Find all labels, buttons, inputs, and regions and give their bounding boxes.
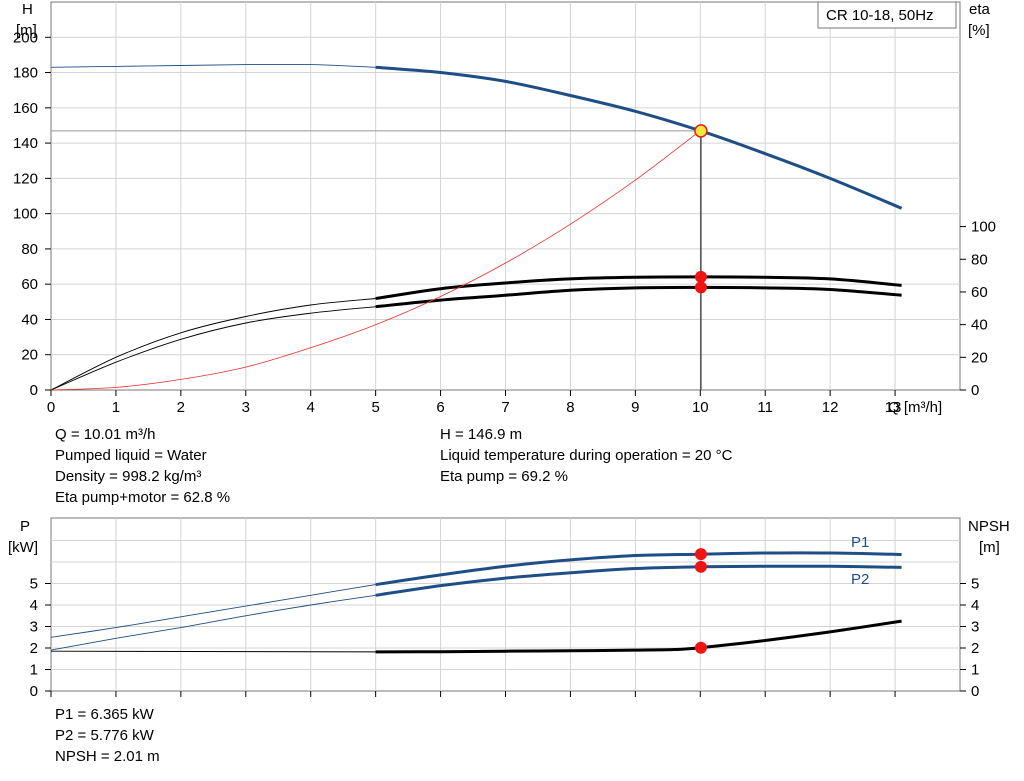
top-x-tick-label: 6 xyxy=(436,399,444,416)
info-top-left: Q = 10.01 m³/h Pumped liquid = Water Den… xyxy=(55,424,230,508)
p1-series-label: P1 xyxy=(851,534,869,551)
top-x-tick-label: 10 xyxy=(692,399,709,416)
top-right-axis-unit: [%] xyxy=(968,22,990,39)
eta-total-curve-thin xyxy=(50,306,376,391)
bottom-right-axis-label: NPSH xyxy=(968,518,1010,535)
info-bottom: P1 = 6.365 kW P2 = 5.776 kW NPSH = 2.01 … xyxy=(55,704,160,767)
top-x-tick-label: 1 xyxy=(112,399,120,416)
p1-curve-thick xyxy=(375,551,902,587)
chart-title: CR 10-18, 50Hz xyxy=(826,7,934,24)
top-x-tick-label: 5 xyxy=(371,399,379,416)
top-left-tick-label: 60 xyxy=(21,276,38,293)
top-x-tick-label: 4 xyxy=(307,399,315,416)
top-left-tick-label: 40 xyxy=(21,311,38,328)
top-x-tick-label: 9 xyxy=(631,399,639,416)
top-left-tick-label: 160 xyxy=(13,100,38,117)
top-left-tick-label: 180 xyxy=(13,65,38,82)
duty-point-marker xyxy=(694,124,708,138)
top-x-tick-label: 8 xyxy=(566,399,574,416)
npsh-curve-thin xyxy=(50,650,376,653)
info-pumped-liquid: Pumped liquid = Water xyxy=(55,447,207,464)
head-curve-thin xyxy=(50,63,376,68)
bottom-right-tick-label: 3 xyxy=(971,619,979,636)
p1-duty-marker xyxy=(694,548,707,561)
info-eta-pump: Eta pump = 69.2 % xyxy=(440,468,568,485)
info-top-right: H = 146.9 m Liquid temperature during op… xyxy=(440,424,732,487)
top-x-tick-label: 12 xyxy=(822,399,839,416)
top-x-tick-label: 2 xyxy=(177,399,185,416)
info-p2: P2 = 5.776 kW xyxy=(55,727,154,744)
top-x-axis-label: Q [m³/h] xyxy=(888,399,942,416)
bottom-left-axis-unit: [kW] xyxy=(8,539,38,556)
bottom-right-tick-label: 2 xyxy=(971,640,979,657)
system-curve xyxy=(50,130,701,391)
top-x-tick-label: 3 xyxy=(242,399,250,416)
bottom-right-tick-label: 0 xyxy=(971,683,979,700)
info-eta-pump-motor: Eta pump+motor = 62.8 % xyxy=(55,489,231,506)
bottom-left-axis-label: P xyxy=(20,518,30,535)
bottom-right-tick-label: 1 xyxy=(971,662,979,679)
top-left-tick-label: 80 xyxy=(21,241,38,258)
info-p1: P1 = 6.365 kW xyxy=(55,706,154,723)
bottom-left-tick-label: 2 xyxy=(30,640,38,657)
eta-total-curve-thick xyxy=(375,285,902,309)
bottom-left-tick-label: 5 xyxy=(30,576,38,593)
eta-total-duty-marker xyxy=(694,281,707,294)
bottom-right-tick-label: 5 xyxy=(971,576,979,593)
info-density: Density = 998.2 kg/m³ xyxy=(55,468,202,485)
top-left-axis-unit: [m] xyxy=(16,22,37,39)
top-x-tick-label: 7 xyxy=(501,399,509,416)
top-right-tick-label: 20 xyxy=(971,349,988,366)
chart-title-box xyxy=(817,1,957,29)
eta-pump-curve-thin xyxy=(50,298,376,391)
info-flow: Q = 10.01 m³/h xyxy=(55,426,156,443)
top-right-tick-label: 80 xyxy=(971,251,988,268)
eta-pump-duty-marker xyxy=(694,270,707,283)
top-x-tick-label: 11 xyxy=(757,399,773,416)
top-left-tick-label: 0 xyxy=(30,382,38,399)
p2-curve-thin xyxy=(50,594,376,651)
top-right-tick-label: 40 xyxy=(971,317,988,334)
bottom-left-tick-label: 1 xyxy=(30,662,38,679)
top-right-axis-label: eta xyxy=(969,1,991,18)
p1-curve-thin xyxy=(50,584,376,638)
p2-duty-marker xyxy=(694,560,707,573)
npsh-duty-marker xyxy=(694,641,707,654)
top-left-axis-label: H xyxy=(22,1,33,18)
top-left-tick-label: 20 xyxy=(21,347,38,364)
top-left-tick-label: 120 xyxy=(13,170,38,187)
top-right-tick-label: 0 xyxy=(971,382,979,399)
top-right-tick-label: 60 xyxy=(971,284,988,301)
bottom-left-tick-label: 0 xyxy=(30,683,38,700)
top-left-tick-label: 100 xyxy=(13,206,38,223)
info-npsh: NPSH = 2.01 m xyxy=(55,748,160,765)
npsh-curve-thick xyxy=(375,619,902,654)
bottom-right-tick-label: 4 xyxy=(971,597,979,614)
top-x-tick-label: 13 xyxy=(885,399,902,416)
bottom-left-tick-label: 4 xyxy=(30,597,38,614)
top-left-tick-label: 200 xyxy=(13,29,38,46)
bottom-left-tick-label: 3 xyxy=(30,619,38,636)
info-liquid-temperature: Liquid temperature during operation = 20… xyxy=(440,447,733,464)
top-x-tick-label: 0 xyxy=(47,399,55,416)
info-head: H = 146.9 m xyxy=(440,426,523,443)
bottom-right-axis-unit: [m] xyxy=(979,539,1000,556)
top-right-tick-label: 100 xyxy=(971,219,996,236)
p2-curve-thick xyxy=(375,564,902,597)
top-left-tick-label: 140 xyxy=(13,135,38,152)
p2-series-label: P2 xyxy=(851,571,869,588)
eta-pump-curve-thick xyxy=(375,275,902,300)
head-curve-thick xyxy=(375,65,903,210)
